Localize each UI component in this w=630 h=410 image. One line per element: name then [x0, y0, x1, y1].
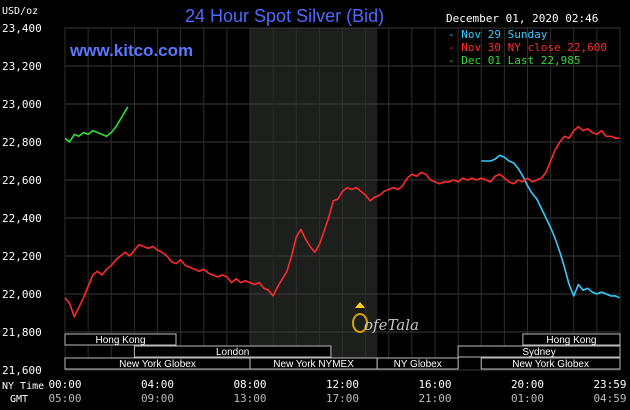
ny-time-label: NY Time — [2, 381, 44, 392]
plot-area — [64, 27, 621, 371]
watermark-text: ofeTala — [364, 316, 419, 334]
legend: - Nov 29 Sunday- Nov 30 NY close 22,600-… — [448, 28, 607, 67]
session-bar-3 — [457, 345, 621, 358]
series-line-0 — [481, 154, 620, 299]
session-bar-0 — [64, 333, 177, 346]
x-tick-ny-4: 16:00 — [418, 378, 451, 391]
x-tick-ny-0: 00:00 — [48, 378, 81, 391]
legend-entry-2: - Dec 01 Last 22,985 — [448, 54, 580, 67]
gmt-label: GMT — [10, 394, 28, 405]
unit-label: USD/oz — [2, 6, 38, 17]
y-axis-ticks: 21,600 21,800 22,000 22,200 22,400 22,600 22,8… — [2, 22, 42, 377]
x-tick-gmt-2: 13:00 — [233, 392, 266, 405]
x-tick-gmt-1: 09:00 — [141, 392, 174, 405]
series-layer — [64, 106, 620, 318]
session-bar-2 — [133, 345, 332, 358]
datetime-label: December 01, 2020 02:46 — [446, 12, 598, 25]
ring-icon — [352, 302, 368, 333]
series-line-2 — [64, 106, 129, 143]
x-tick-ny-2: 08:00 — [233, 378, 266, 391]
y-tick-label-0: 21,600 — [2, 364, 42, 377]
y-tick-label-2: 22,000 — [2, 288, 42, 301]
website-label: www.kitco.com — [69, 41, 193, 60]
y-tick-label-6: 22,800 — [2, 136, 42, 149]
y-tick-label-5: 22,600 — [2, 174, 42, 187]
watermark-logo: ofeTala — [352, 302, 419, 334]
session-label-7: New York Globex — [512, 359, 589, 370]
x-tick-ny-6: 23:59 — [593, 378, 626, 391]
x-tick-ny-5: 20:00 — [511, 378, 544, 391]
y-tick-label-7: 23,000 — [2, 98, 42, 111]
x-tick-ny-1: 04:00 — [141, 378, 174, 391]
session-label-4: New York Globex — [119, 359, 196, 370]
legend-entry-1: - Nov 30 NY close 22,600 — [448, 41, 607, 54]
x-tick-gmt-5: 01:00 — [511, 392, 544, 405]
x-tick-gmt-4: 21:00 — [418, 392, 451, 405]
session-label-6: NY Globex — [394, 359, 442, 370]
x-tick-gmt-6: 04:59 — [593, 392, 626, 405]
y-tick-label-4: 22,400 — [2, 212, 42, 225]
y-tick-label-1: 21,800 — [2, 326, 42, 339]
y-tick-label-9: 23,400 — [2, 22, 42, 35]
y-tick-label-8: 23,200 — [2, 60, 42, 73]
nymex-session-band — [250, 28, 378, 370]
chart-title: 24 Hour Spot Silver (Bid) — [185, 6, 384, 26]
x-tick-gmt-0: 05:00 — [48, 392, 81, 405]
session-bar-1 — [522, 333, 621, 346]
session-label-2: London — [216, 347, 249, 358]
x-tick-ny-3: 12:00 — [326, 378, 359, 391]
session-bar-7 — [480, 357, 621, 370]
session-label-3: Sydney — [522, 347, 555, 358]
session-label-5: New York NYMEX — [273, 359, 354, 370]
session-label-0: Hong Kong — [95, 335, 145, 346]
legend-entry-0: - Nov 29 Sunday — [448, 28, 548, 41]
session-label-1: Hong Kong — [546, 335, 596, 346]
session-bar-6 — [376, 357, 459, 370]
grid-lines — [64, 27, 621, 371]
series-line-1 — [64, 126, 620, 318]
x-tick-gmt-3: 17:00 — [326, 392, 359, 405]
y-tick-label-3: 22,200 — [2, 250, 42, 263]
